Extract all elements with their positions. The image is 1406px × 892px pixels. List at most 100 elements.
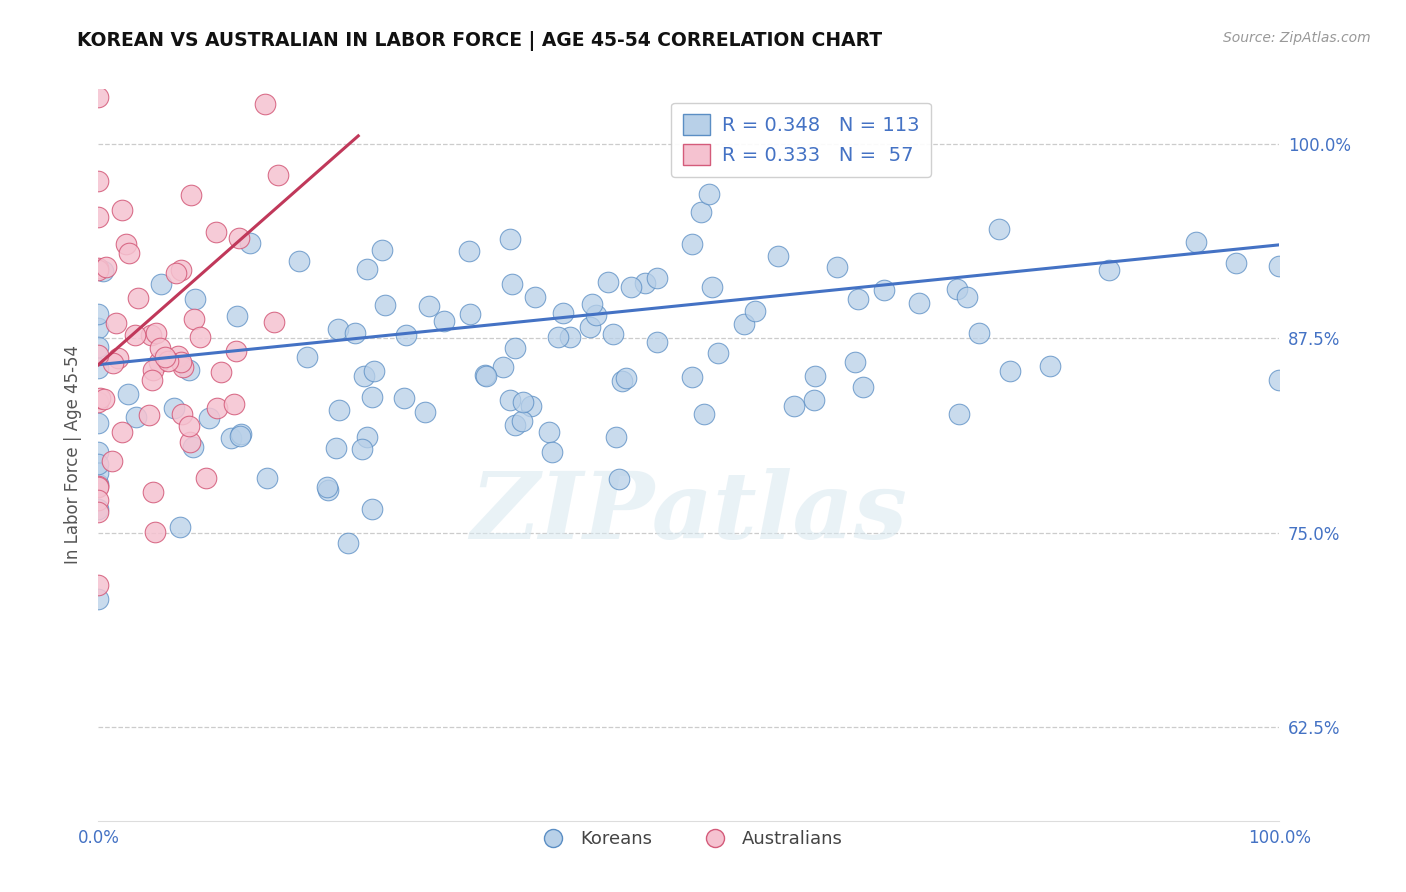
Point xyxy=(413,404,436,418)
Point xyxy=(169,520,191,534)
Point xyxy=(179,418,201,433)
Point xyxy=(374,298,396,312)
Point xyxy=(614,371,637,385)
Point xyxy=(804,368,827,383)
Point xyxy=(547,330,569,344)
Point xyxy=(520,399,543,413)
Point xyxy=(219,431,242,445)
Point xyxy=(634,276,657,290)
Point xyxy=(87,263,110,277)
Point xyxy=(744,304,766,318)
Point xyxy=(394,328,416,343)
Point xyxy=(499,392,522,407)
Point xyxy=(170,263,193,277)
Point xyxy=(87,210,110,224)
Point xyxy=(226,309,249,323)
Point xyxy=(325,441,347,455)
Point xyxy=(392,392,415,406)
Point xyxy=(1039,359,1062,374)
Point xyxy=(87,578,110,592)
Point xyxy=(503,417,526,432)
Point xyxy=(93,392,115,407)
Point xyxy=(551,306,574,320)
Point xyxy=(295,351,318,365)
Point xyxy=(139,328,162,343)
Point xyxy=(87,307,110,321)
Text: KOREAN VS AUSTRALIAN IN LABOR FORCE | AGE 45-54 CORRELATION CHART: KOREAN VS AUSTRALIAN IN LABOR FORCE | AG… xyxy=(77,31,883,51)
Point xyxy=(228,231,250,245)
Point xyxy=(177,362,200,376)
Point xyxy=(733,317,755,331)
Point xyxy=(91,263,114,277)
Point xyxy=(681,370,703,384)
Point xyxy=(87,361,110,376)
Point xyxy=(225,344,247,359)
Point xyxy=(697,186,720,201)
Point xyxy=(197,411,219,425)
Point xyxy=(156,353,179,368)
Point xyxy=(87,492,110,507)
Point xyxy=(153,351,176,365)
Point xyxy=(165,266,187,280)
Point xyxy=(117,386,139,401)
Point xyxy=(620,280,643,294)
Point xyxy=(328,403,350,417)
Point xyxy=(124,327,146,342)
Point xyxy=(356,429,378,443)
Point xyxy=(316,483,339,498)
Point xyxy=(87,466,110,480)
Point xyxy=(458,307,481,321)
Point xyxy=(180,187,202,202)
Point xyxy=(510,414,533,428)
Legend: Koreans, Australians: Koreans, Australians xyxy=(527,823,851,855)
Point xyxy=(170,354,193,368)
Point xyxy=(852,379,875,393)
Point xyxy=(172,360,194,375)
Point xyxy=(474,368,496,383)
Point xyxy=(141,372,163,386)
Point xyxy=(111,203,134,218)
Point xyxy=(537,425,560,439)
Point xyxy=(87,416,110,430)
Point xyxy=(87,347,110,361)
Point xyxy=(142,484,165,499)
Point xyxy=(969,326,991,340)
Point xyxy=(172,407,194,421)
Point xyxy=(579,319,602,334)
Point xyxy=(138,408,160,422)
Y-axis label: In Labor Force | Age 45-54: In Labor Force | Age 45-54 xyxy=(63,345,82,565)
Point xyxy=(87,502,110,516)
Point xyxy=(1268,259,1291,273)
Point xyxy=(693,407,716,421)
Point xyxy=(188,330,211,344)
Point xyxy=(602,326,624,341)
Point xyxy=(1098,262,1121,277)
Point xyxy=(1225,255,1247,269)
Point xyxy=(363,364,385,378)
Point xyxy=(183,292,205,306)
Point xyxy=(316,480,339,494)
Point xyxy=(988,222,1011,236)
Point xyxy=(998,364,1021,378)
Point xyxy=(288,254,311,268)
Point xyxy=(690,204,713,219)
Point xyxy=(350,442,373,457)
Point xyxy=(118,245,141,260)
Point xyxy=(229,427,252,442)
Point xyxy=(432,314,454,328)
Point xyxy=(907,295,929,310)
Point xyxy=(948,407,970,421)
Point xyxy=(605,429,627,443)
Point xyxy=(768,249,790,263)
Point xyxy=(558,330,581,344)
Point xyxy=(111,425,134,439)
Point xyxy=(87,479,110,493)
Point xyxy=(87,591,110,606)
Point xyxy=(700,280,723,294)
Point xyxy=(87,505,110,519)
Point xyxy=(585,308,607,322)
Point xyxy=(105,316,128,330)
Point xyxy=(239,236,262,251)
Point xyxy=(89,391,111,405)
Point xyxy=(195,471,218,485)
